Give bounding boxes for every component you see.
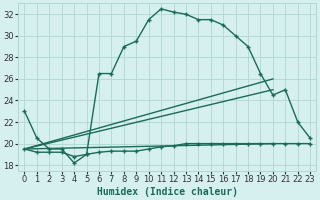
X-axis label: Humidex (Indice chaleur): Humidex (Indice chaleur) (97, 186, 238, 197)
